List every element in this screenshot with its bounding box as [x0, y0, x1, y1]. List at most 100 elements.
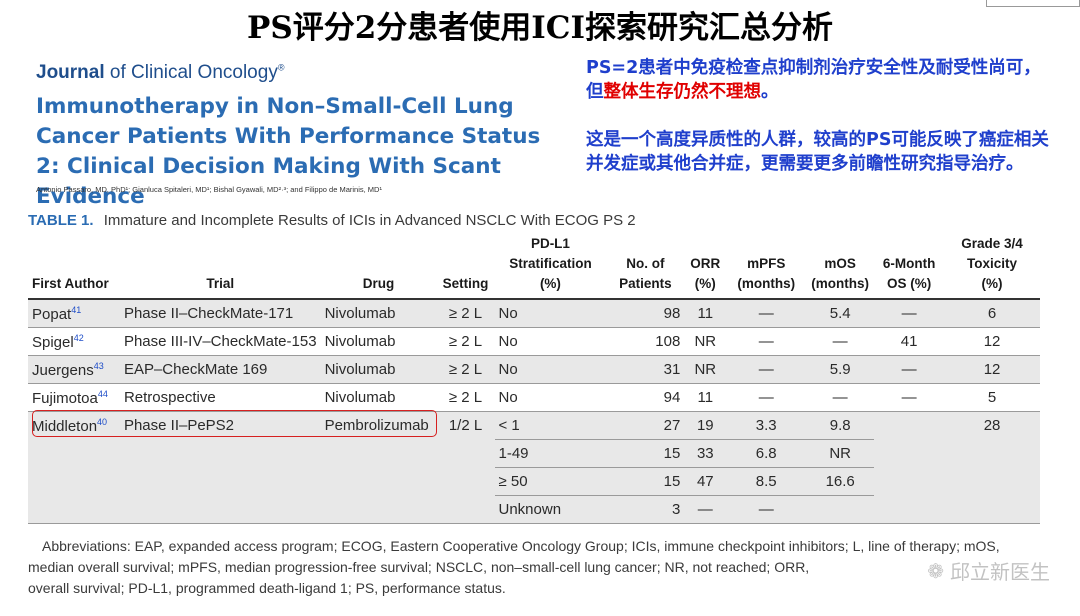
cell-drug: Nivolumab [320, 383, 437, 412]
cell-patients: 15 [606, 467, 685, 496]
header-orr-line1: ORR [690, 256, 721, 271]
summary-note-text: PS=2患者中免疫检查点抑制剂治疗安全性及耐受性尚可，但 [586, 58, 1041, 102]
cell-mos: 5.4 [806, 299, 875, 328]
author-name: Popat [32, 305, 72, 323]
header-mos: mOS (months) [806, 232, 875, 300]
author-name: Spigel [32, 333, 74, 351]
cell-trial: Phase II–PePS2 [123, 417, 235, 435]
cell-author: Spigel42 [28, 327, 120, 356]
table-row: 1-49 15 33 6.8 NR [28, 439, 1040, 468]
cell-orr: NR [684, 355, 727, 384]
cell-mos: — [806, 327, 875, 356]
table-caption: TABLE 1. Immature and Incomplete Results… [28, 212, 636, 229]
cell-setting: 1/2 L [448, 417, 483, 435]
header-pdl1-line3: (%) [539, 276, 561, 291]
cell-author [28, 440, 120, 468]
cell-trial: Phase II–CheckMate-171 [119, 299, 321, 328]
cell-pdl1: No [494, 299, 607, 328]
cell-patients: 27 [606, 411, 685, 440]
cell-pdl1: 1-49 [494, 439, 607, 468]
cell-6month-os [874, 440, 944, 468]
cell-6month-os: — [874, 383, 945, 412]
cell-author: Juergens43 [28, 355, 120, 384]
cell-toxicity [944, 495, 1040, 524]
author-name: Juergens [32, 361, 94, 379]
abbreviations-footnote: Abbreviations: EAP, expanded access prog… [28, 536, 1048, 599]
header-toxicity-line3: (%) [981, 276, 1003, 291]
cell-toxicity [944, 468, 1040, 496]
table-header-row: First Author Trial Drug Setting PD-L1 St… [28, 232, 1040, 300]
cell-setting: ≥ 2 L [436, 383, 495, 412]
cell-orr: 33 [684, 439, 727, 468]
cell-drug [321, 468, 437, 496]
results-table-container: First Author Trial Drug Setting PD-L1 St… [28, 232, 1040, 524]
cell-trial [120, 468, 321, 496]
table-row: Spigel42 Phase III-IV–CheckMate-153 Nivo… [28, 327, 1040, 356]
cell-pdl1: No [494, 383, 607, 412]
cell-mpfs: — [726, 327, 807, 356]
header-patients: No. of Patients [606, 232, 685, 300]
cell-setting [437, 440, 495, 468]
cell-trial: Phase III-IV–CheckMate-153 [119, 327, 321, 356]
cell-mpfs: — [726, 355, 807, 384]
header-pdl1: PD-L1 Stratification (%) [494, 232, 607, 300]
cell-author [28, 468, 120, 496]
cell-setting: ≥ 2 L [436, 299, 495, 328]
cell-mos: NR [806, 439, 875, 468]
cell-pdl1: No [494, 327, 607, 356]
reference-number: 40 [97, 416, 108, 427]
cell-patients: 108 [606, 327, 685, 356]
cell-patients: 15 [606, 439, 685, 468]
header-orr-line2: (%) [694, 276, 716, 291]
cell-mos: — [806, 383, 875, 412]
header-pdl1-line2: Stratification [509, 256, 592, 271]
cell-mos: 9.8 [806, 411, 875, 440]
table-caption-label: TABLE 1. [28, 212, 94, 229]
header-drug: Drug [320, 232, 437, 300]
table-caption-text: Immature and Incomplete Results of ICIs … [103, 212, 636, 229]
cell-author: Popat41 [28, 299, 120, 328]
summary-note: PS=2患者中免疫检查点抑制剂治疗安全性及耐受性尚可，但整体生存仍然不理想。 [586, 56, 1056, 104]
header-toxicity: Grade 3/4 Toxicity (%) [944, 232, 1040, 300]
abbreviations-line-3: overall survival; PD-L1, programmed deat… [28, 580, 506, 596]
journal-name-part1: Journal [36, 62, 105, 83]
cell-pdl1: Unknown [494, 495, 607, 524]
cell-patients: 98 [606, 299, 685, 328]
header-orr: ORR (%) [684, 232, 727, 300]
cell-mpfs: — [726, 495, 807, 524]
cell-setting: ≥ 2 L [436, 327, 495, 356]
reference-number: 41 [71, 304, 82, 315]
reference-number: 43 [93, 360, 104, 371]
cell-patients: 31 [606, 355, 685, 384]
cell-toxicity: 12 [944, 327, 1040, 356]
header-mos-line2: (months) [811, 276, 870, 291]
header-6month-os-line1: 6-Month [882, 256, 936, 271]
cell-mos: 16.6 [806, 467, 875, 496]
header-mos-line1: mOS [824, 256, 856, 271]
cell-drug: Nivolumab [320, 299, 437, 328]
cell-orr: 47 [684, 467, 727, 496]
cell-orr: 11 [684, 383, 727, 412]
table-row: Middleton40 Phase II–PePS2 Pembrolizumab… [28, 411, 1040, 440]
cell-patients: 3 [606, 495, 685, 524]
cell-6month-os [874, 412, 944, 440]
cell-trial: Retrospective [119, 383, 321, 412]
header-mpfs: mPFS (months) [726, 232, 807, 300]
cell-toxicity: 6 [944, 299, 1040, 328]
table-row: Fujimotoa44 Retrospective Nivolumab ≥ 2 … [28, 383, 1040, 412]
cell-setting [437, 468, 495, 496]
cell-trial: EAP–CheckMate 169 [119, 355, 321, 384]
header-mpfs-line2: (months) [737, 276, 796, 291]
cell-6month-os: 41 [874, 327, 945, 356]
summary-note-end: 。 [761, 82, 779, 102]
population-note: 这是一个高度异质性的人群，较高的PS可能反映了癌症相关并发症或其他合并症，更需要… [586, 130, 1049, 174]
cell-mpfs: 6.8 [726, 439, 807, 468]
cell-mpfs: 3.3 [726, 411, 807, 440]
paper-authors: Antonio Passaro, MD, PhD¹; Gianluca Spit… [36, 185, 382, 194]
cell-drug: Nivolumab [320, 327, 437, 356]
header-6month-os: 6-Month OS (%) [874, 232, 945, 300]
journal-name-part2: of Clinical Oncology [109, 62, 278, 83]
cell-pdl1: < 1 [494, 411, 607, 440]
middleton-highlight-box [32, 410, 437, 437]
watermark-text: 邱立新医生 [950, 560, 1050, 584]
